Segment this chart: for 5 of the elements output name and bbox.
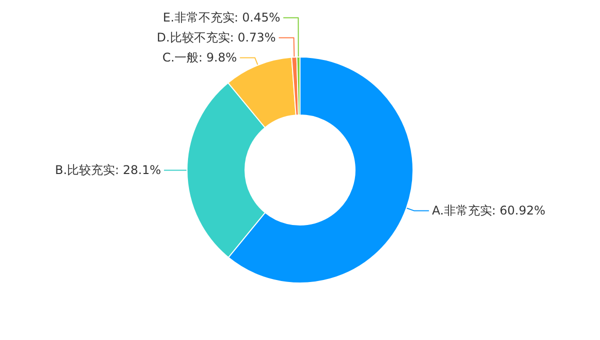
slice-label: A.非常充实: 60.92% — [432, 204, 546, 218]
slice-label: C.一般: 9.8% — [162, 50, 237, 65]
slice-label: D.比较不充实: 0.73% — [156, 30, 276, 45]
slice-label: E.非常不充实: 0.45% — [162, 10, 280, 25]
slice-label: B.比较充实: 28.1% — [54, 163, 161, 178]
